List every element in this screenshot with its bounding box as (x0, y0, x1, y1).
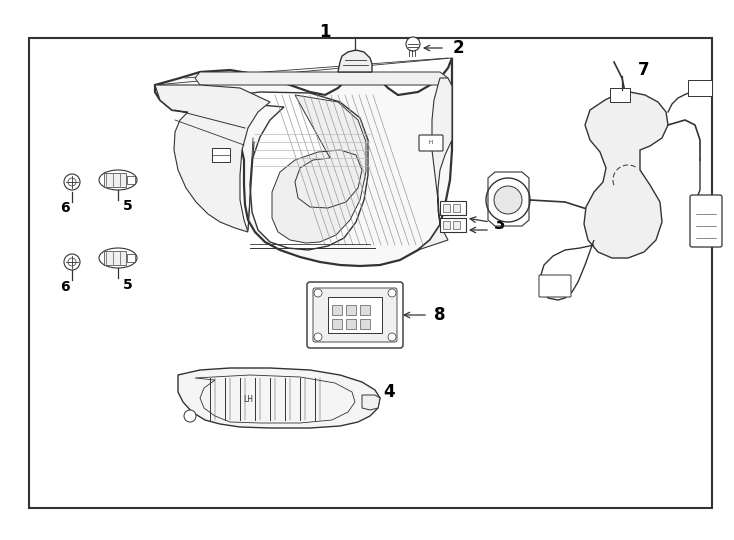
Circle shape (388, 289, 396, 297)
Bar (360, 319, 370, 329)
Circle shape (68, 258, 76, 266)
Text: LH: LH (243, 395, 253, 404)
Polygon shape (178, 368, 380, 428)
Polygon shape (418, 78, 452, 250)
Text: 8: 8 (434, 306, 446, 324)
Bar (440, 201, 466, 215)
FancyBboxPatch shape (313, 288, 397, 342)
FancyBboxPatch shape (690, 195, 722, 247)
Circle shape (314, 289, 322, 297)
Ellipse shape (99, 170, 137, 190)
Text: 3: 3 (494, 215, 506, 233)
Bar (104, 173, 126, 187)
Bar (610, 88, 630, 102)
Circle shape (494, 186, 522, 214)
Circle shape (314, 333, 322, 341)
Bar (127, 254, 135, 262)
Text: 6: 6 (60, 280, 70, 294)
Polygon shape (195, 72, 448, 85)
Text: 5: 5 (123, 199, 133, 213)
Bar (453, 221, 460, 229)
Circle shape (406, 37, 420, 51)
Bar (440, 218, 466, 232)
Polygon shape (272, 95, 366, 243)
Circle shape (64, 174, 80, 190)
FancyBboxPatch shape (307, 282, 403, 348)
Text: 1: 1 (319, 23, 331, 41)
Polygon shape (155, 85, 270, 232)
Bar (346, 305, 356, 315)
Bar (29, 38, 712, 508)
Polygon shape (338, 50, 372, 72)
Bar (332, 319, 342, 329)
Text: H: H (429, 140, 433, 145)
Circle shape (64, 254, 80, 270)
Bar (332, 305, 342, 315)
Text: 6: 6 (60, 201, 70, 215)
Circle shape (486, 178, 530, 222)
Ellipse shape (99, 248, 137, 268)
Circle shape (68, 178, 76, 186)
Polygon shape (155, 58, 452, 266)
Text: 5: 5 (123, 278, 133, 292)
Bar (346, 319, 356, 329)
Text: 4: 4 (383, 383, 395, 401)
Bar (212, 148, 230, 162)
Bar (443, 221, 450, 229)
FancyBboxPatch shape (539, 275, 571, 297)
Polygon shape (584, 92, 668, 258)
FancyBboxPatch shape (419, 135, 443, 151)
Bar (328, 297, 382, 333)
Bar (453, 204, 460, 212)
Bar (360, 305, 370, 315)
Polygon shape (362, 395, 380, 410)
Text: 2: 2 (453, 39, 465, 57)
Circle shape (388, 333, 396, 341)
Bar (127, 176, 135, 184)
Bar (443, 204, 450, 212)
Polygon shape (200, 92, 368, 250)
Bar (688, 80, 712, 96)
Bar (104, 251, 126, 265)
Circle shape (184, 410, 196, 422)
Text: 7: 7 (638, 61, 650, 79)
